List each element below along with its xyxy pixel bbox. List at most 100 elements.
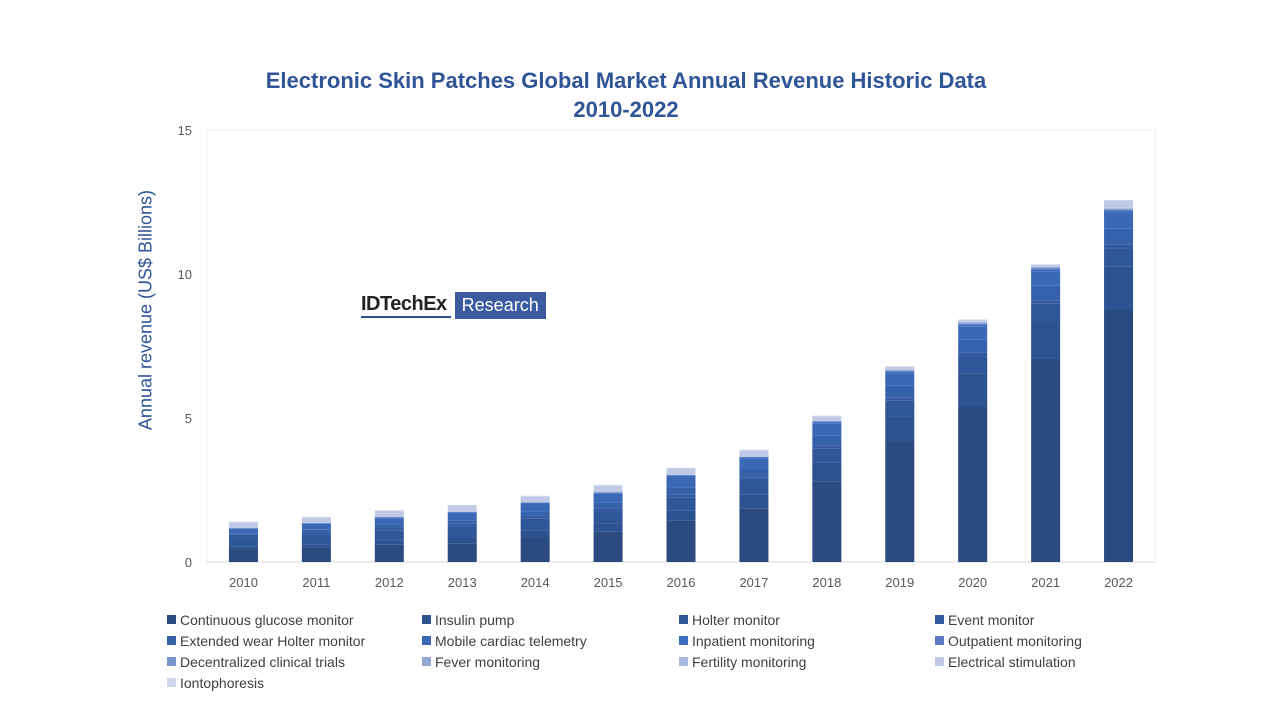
bar-segment xyxy=(593,484,623,486)
bar-segment xyxy=(447,505,477,512)
title-line-2: 2010-2022 xyxy=(573,97,679,122)
bar-segment xyxy=(301,532,331,535)
bar-segment xyxy=(374,518,404,525)
legend-item: Iontophoresis xyxy=(167,674,422,691)
bar-segment xyxy=(666,494,696,498)
legend-swatch xyxy=(422,615,431,624)
bar-segment xyxy=(1031,303,1061,322)
bar-segment xyxy=(666,477,696,488)
legend-label: Extended wear Holter monitor xyxy=(180,632,366,649)
bar-segment xyxy=(447,526,477,538)
bar-segment xyxy=(520,495,550,497)
legend-item: Inpatient monitoring xyxy=(679,632,935,649)
bar-segment xyxy=(1031,271,1061,286)
legend-label: Electrical stimulation xyxy=(948,653,1076,670)
bar-segment xyxy=(958,352,988,357)
legend-label: Outpatient monitoring xyxy=(948,632,1082,649)
x-tick-label: 2016 xyxy=(667,575,696,590)
bar-segment xyxy=(593,502,623,509)
bar-segment xyxy=(1104,244,1134,249)
x-tick-label: 2019 xyxy=(885,575,914,590)
bar-segment xyxy=(666,497,696,511)
bar-segment xyxy=(812,481,842,562)
bar-segment xyxy=(374,530,404,541)
idtechex-logo: IDTechEx Research xyxy=(361,291,546,319)
bar-segment xyxy=(374,517,404,519)
y-tick-label: 5 xyxy=(185,411,192,426)
bar-segment xyxy=(301,547,331,562)
bar-segment xyxy=(958,321,988,323)
bar-segment xyxy=(739,450,769,457)
bar-segment xyxy=(958,326,988,340)
bar-segment xyxy=(228,546,258,550)
bar-segment xyxy=(958,406,988,562)
bar-segment xyxy=(739,477,769,481)
bar-segment xyxy=(593,531,623,562)
bar-segment xyxy=(1031,358,1061,562)
bar-segment xyxy=(739,449,769,451)
legend-swatch xyxy=(167,678,176,687)
bar-segment xyxy=(374,544,404,562)
legend-item: Holter monitor xyxy=(679,611,935,628)
bar-segment xyxy=(958,356,988,374)
x-tick-label: 2015 xyxy=(594,575,623,590)
bar-segment xyxy=(885,373,915,386)
x-tick-label: 2021 xyxy=(1031,575,1060,590)
legend-swatch xyxy=(422,657,431,666)
bar-segment xyxy=(593,511,623,524)
bar-segment xyxy=(812,415,842,417)
bar-segment xyxy=(228,549,258,562)
bar-segment xyxy=(1104,200,1134,208)
legend-item: Continuous glucose monitor xyxy=(167,611,422,628)
bar-segment xyxy=(666,475,696,478)
bar-segment xyxy=(885,385,915,398)
bar-segment xyxy=(739,508,769,562)
legend-item: Decentralized clinical trials xyxy=(167,653,422,670)
y-tick-label: 10 xyxy=(178,267,192,282)
legend-label: Decentralized clinical trials xyxy=(180,653,345,670)
bar-segment xyxy=(958,323,988,325)
bar-segment xyxy=(1031,266,1061,268)
x-tick-label: 2020 xyxy=(958,575,987,590)
bar-segment xyxy=(958,322,988,323)
bar-segment xyxy=(885,400,915,417)
bar-segment xyxy=(885,441,915,562)
bar-segment xyxy=(520,515,550,519)
legend-label: Inpatient monitoring xyxy=(692,632,815,649)
bar-segment xyxy=(812,435,842,446)
bar-segment xyxy=(228,522,258,529)
bar-segment xyxy=(812,445,842,449)
legend-label: Event monitor xyxy=(948,611,1035,628)
bar-segment xyxy=(447,513,477,521)
bar-segment xyxy=(374,527,404,531)
bar-segment xyxy=(739,494,769,509)
bar-segment xyxy=(520,503,550,512)
bar-segment xyxy=(958,373,988,407)
bar-segment xyxy=(447,537,477,544)
bar-segment xyxy=(739,468,769,478)
x-tick-label: 2022 xyxy=(1104,575,1133,590)
legend-item: Fever monitoring xyxy=(422,653,679,670)
bar-segment xyxy=(301,523,331,530)
bar-segment xyxy=(593,485,623,493)
legend-label: Continuous glucose monitor xyxy=(180,611,354,628)
bar-segment xyxy=(447,543,477,562)
legend-swatch xyxy=(167,615,176,624)
legend-swatch xyxy=(935,615,944,624)
bar-segment xyxy=(1031,268,1061,270)
bar-segment xyxy=(301,517,331,524)
bar-segment xyxy=(958,322,988,324)
bar-segment xyxy=(958,324,988,327)
bar-segment xyxy=(1031,266,1061,267)
bar-segment xyxy=(1031,321,1061,359)
legend-item: Mobile cardiac telemetry xyxy=(422,632,679,649)
x-tick-label: 2011 xyxy=(302,575,330,590)
x-tick-label: 2012 xyxy=(375,575,404,590)
bar-segment xyxy=(812,448,842,463)
bar-segment xyxy=(1031,285,1061,301)
bar-segment xyxy=(958,319,988,321)
bar-segment xyxy=(447,512,477,514)
chart-title: Electronic Skin Patches Global Market An… xyxy=(0,66,1252,124)
bar-segment xyxy=(885,371,915,374)
legend-item: Extended wear Holter monitor xyxy=(167,632,422,649)
